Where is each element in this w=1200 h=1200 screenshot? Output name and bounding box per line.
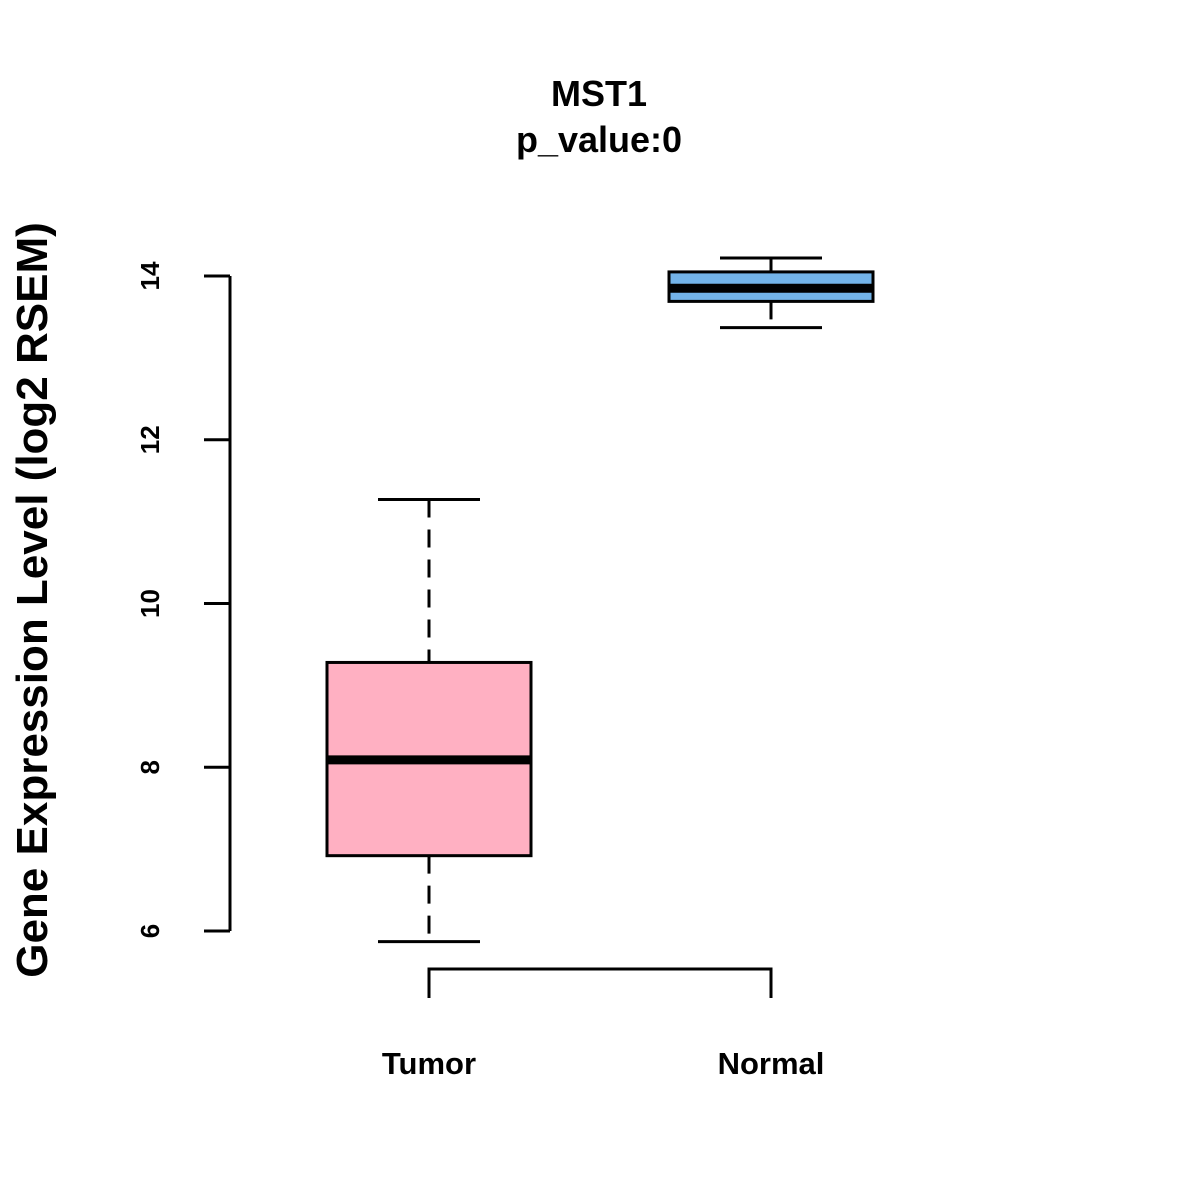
y-axis: 6 8 10 12 14 <box>135 261 232 938</box>
y-tick-label: 14 <box>135 261 165 290</box>
category-label-tumor: Tumor <box>382 1046 476 1081</box>
comparison-bracket <box>427 967 773 998</box>
y-tick-label: 12 <box>135 425 165 454</box>
box-tumor <box>325 498 533 944</box>
y-tick-label: 10 <box>135 589 165 618</box>
y-tick-label: 8 <box>135 760 165 774</box>
box-series <box>325 256 875 944</box>
chart-subtitle: p_value:0 <box>516 119 682 160</box>
category-labels: Tumor Normal <box>382 1046 824 1081</box>
box-normal <box>667 256 875 330</box>
chart-title: MST1 <box>551 73 647 114</box>
y-axis-label: Gene Expression Level (log2 RSEM) <box>8 222 57 978</box>
bracket-line <box>427 967 773 998</box>
y-tick-label: 6 <box>135 924 165 938</box>
category-label-normal: Normal <box>718 1046 825 1081</box>
